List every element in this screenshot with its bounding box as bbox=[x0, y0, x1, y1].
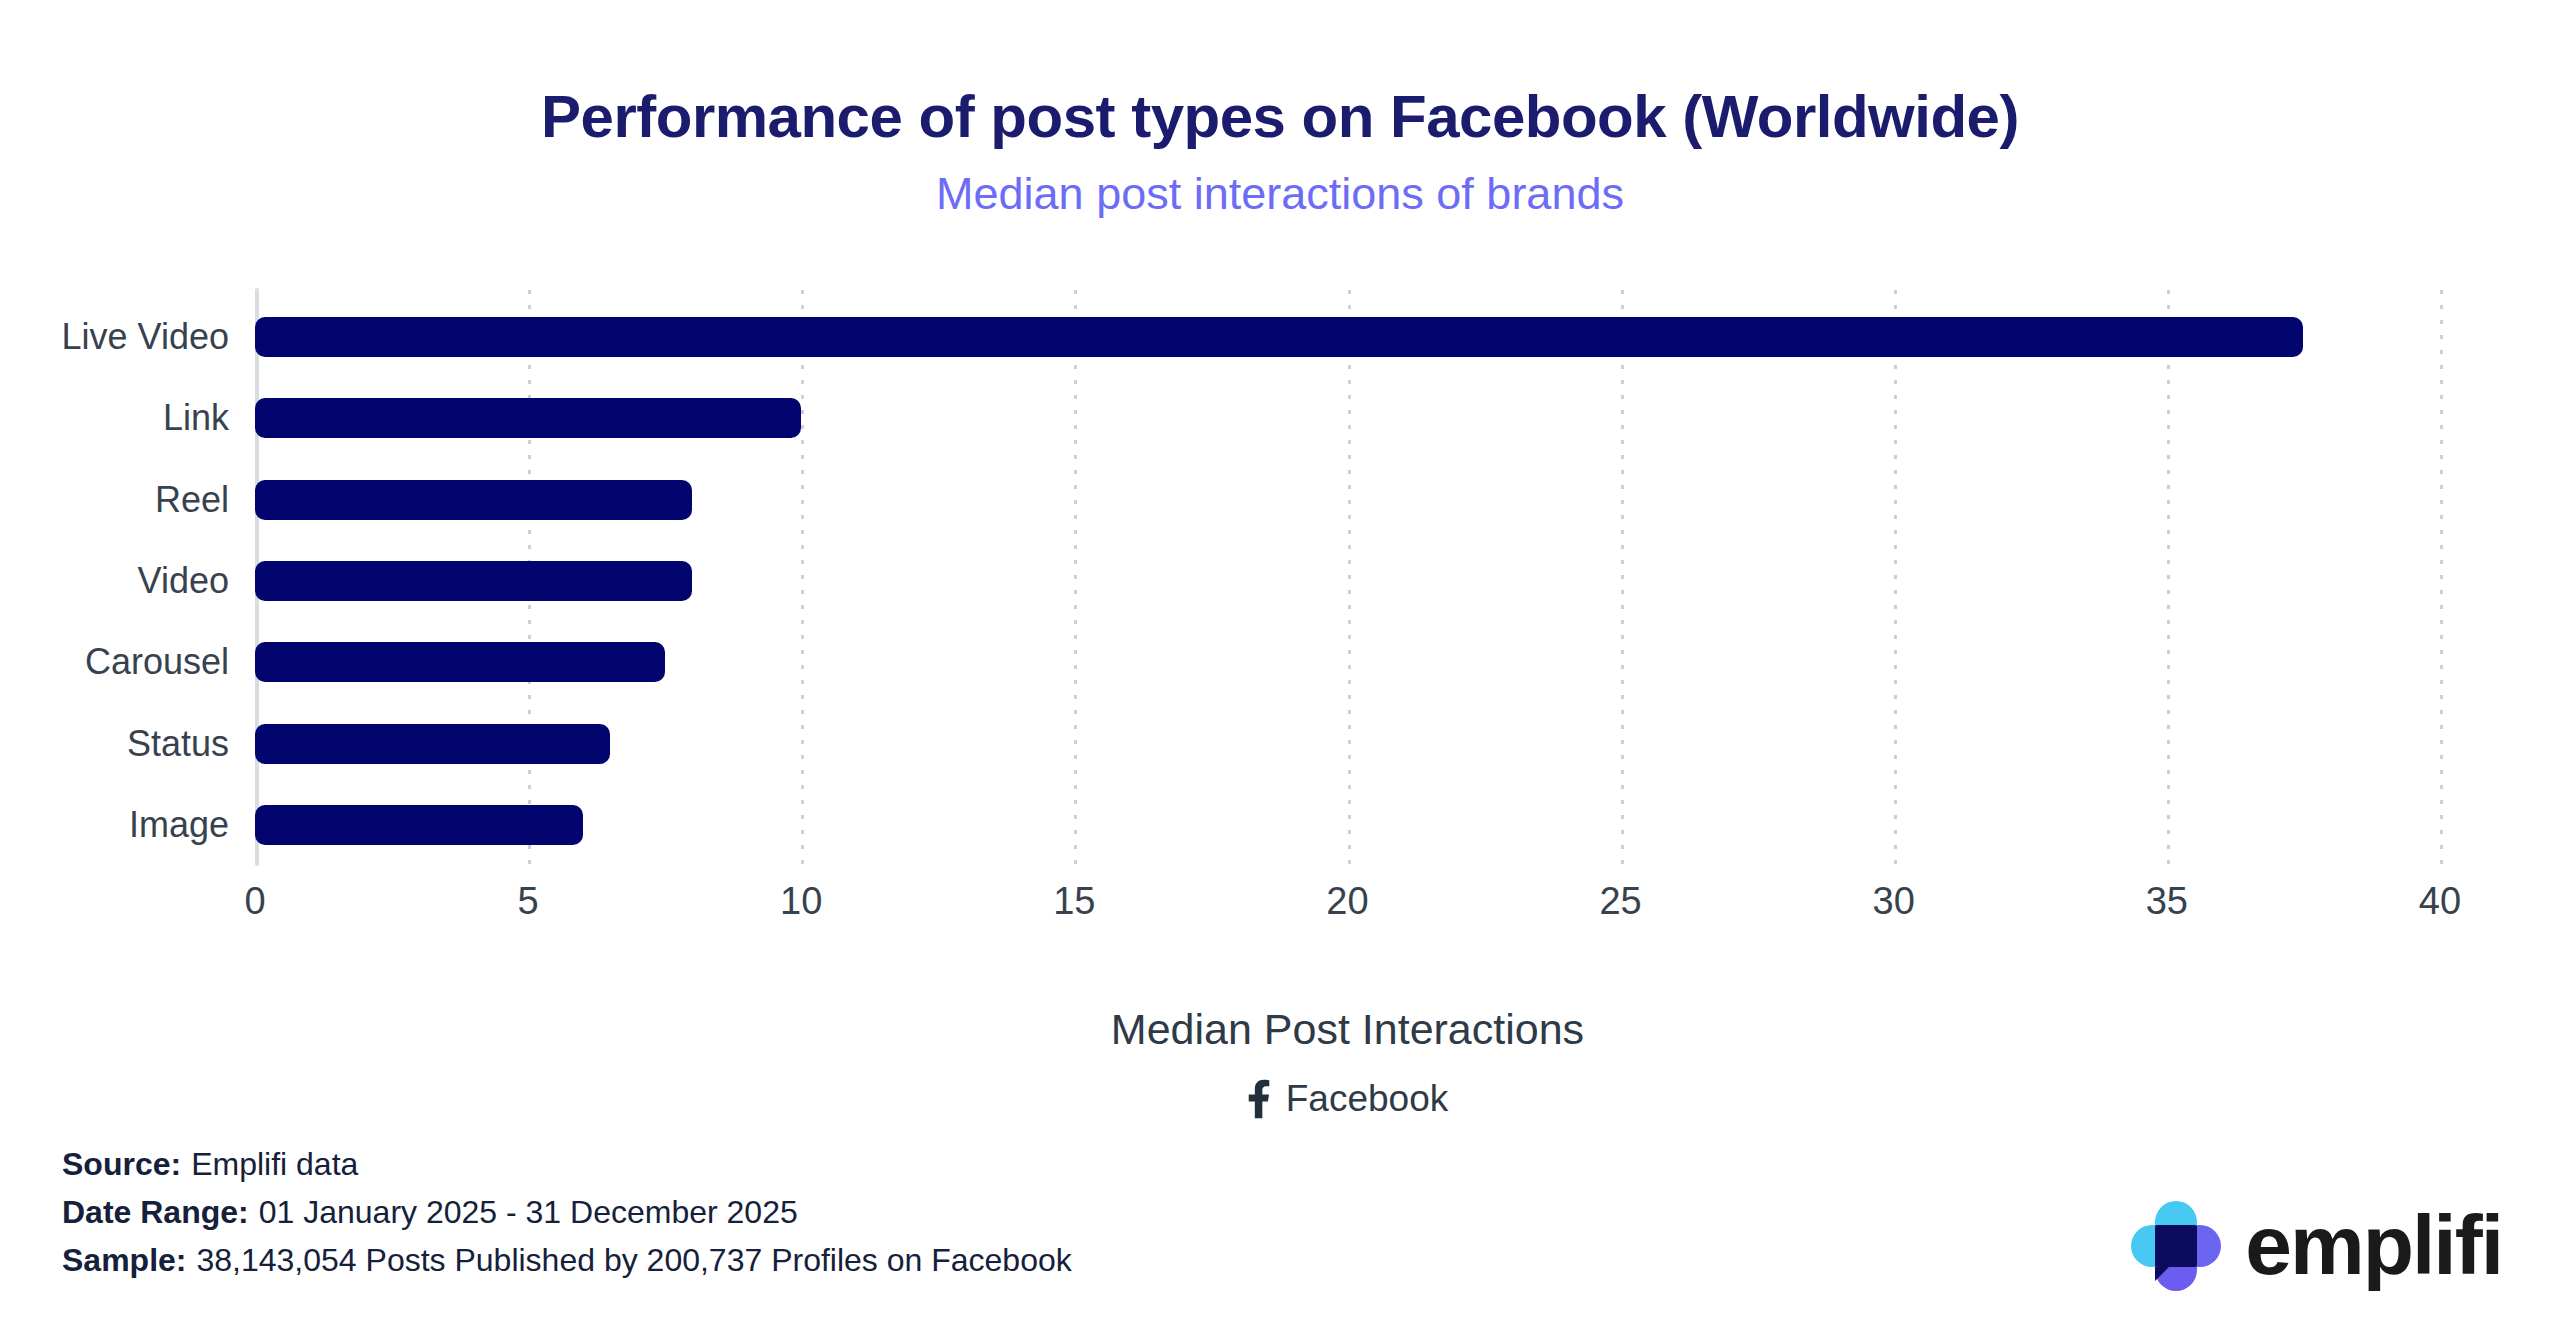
x-tick-label: 10 bbox=[780, 880, 822, 923]
bar-row bbox=[255, 703, 2440, 784]
x-axis-ticks: 0 5 10 15 20 25 30 35 40 bbox=[255, 880, 2440, 930]
logo-center-square bbox=[2155, 1225, 2197, 1267]
date-range-value: 01 January 2025 - 31 December 2025 bbox=[259, 1194, 798, 1230]
page: Performance of post types on Facebook (W… bbox=[0, 0, 2560, 1344]
emplifi-logo: emplifi bbox=[2131, 1197, 2502, 1294]
gridline bbox=[2440, 290, 2443, 866]
page-subtitle: Median post interactions of brands bbox=[0, 168, 2560, 220]
sample-value: 38,143,054 Posts Published by 200,737 Pr… bbox=[196, 1242, 1071, 1278]
x-tick-label: 35 bbox=[2146, 880, 2188, 923]
x-tick-label: 30 bbox=[1873, 880, 1915, 923]
source-value: Emplifi data bbox=[191, 1146, 358, 1182]
category-label: Link bbox=[60, 377, 255, 458]
bar-row bbox=[255, 785, 2440, 866]
bar-rows bbox=[255, 296, 2440, 866]
bar-row bbox=[255, 296, 2440, 377]
category-label: Video bbox=[60, 540, 255, 621]
sample-line: Sample: 38,143,054 Posts Published by 200… bbox=[62, 1236, 1072, 1284]
bar-image bbox=[255, 805, 583, 845]
source-line: Source: Emplifi data bbox=[62, 1140, 1072, 1188]
emplifi-logo-text: emplifi bbox=[2245, 1197, 2502, 1294]
platform-label: Facebook bbox=[1286, 1078, 1449, 1120]
date-range-line: Date Range: 01 January 2025 - 31 December… bbox=[62, 1188, 1072, 1236]
bar-live-video bbox=[255, 317, 2303, 357]
x-tick-label: 5 bbox=[518, 880, 539, 923]
category-label: Image bbox=[60, 785, 255, 866]
bar-link bbox=[255, 398, 801, 438]
category-label: Live Video bbox=[60, 296, 255, 377]
bar-row bbox=[255, 622, 2440, 703]
category-label: Carousel bbox=[60, 622, 255, 703]
plot-area bbox=[255, 296, 2440, 866]
bar-chart: Live Video Link Reel Video Carousel Stat… bbox=[60, 296, 2440, 866]
bar-row bbox=[255, 459, 2440, 540]
emplifi-logo-mark bbox=[2131, 1201, 2221, 1291]
bar-status bbox=[255, 724, 610, 764]
date-range-label: Date Range: bbox=[62, 1194, 249, 1230]
x-tick-label: 15 bbox=[1053, 880, 1095, 923]
category-label: Reel bbox=[60, 459, 255, 540]
footer-notes: Source: Emplifi data Date Range: 01 Januar… bbox=[62, 1140, 1072, 1284]
x-axis-title: Median Post Interactions bbox=[255, 1005, 2440, 1054]
bar-reel bbox=[255, 480, 692, 520]
bar-video bbox=[255, 561, 692, 601]
bar-row bbox=[255, 540, 2440, 621]
page-title: Performance of post types on Facebook (W… bbox=[0, 82, 2560, 151]
facebook-icon bbox=[1247, 1079, 1271, 1119]
x-tick-label: 40 bbox=[2419, 880, 2461, 923]
bar-row bbox=[255, 377, 2440, 458]
sample-label: Sample: bbox=[62, 1242, 186, 1278]
x-tick-label: 0 bbox=[244, 880, 265, 923]
bar-carousel bbox=[255, 642, 665, 682]
category-label: Status bbox=[60, 703, 255, 784]
platform-row: Facebook bbox=[255, 1078, 2440, 1120]
x-tick-label: 20 bbox=[1326, 880, 1368, 923]
x-tick-label: 25 bbox=[1599, 880, 1641, 923]
source-label: Source: bbox=[62, 1146, 181, 1182]
category-labels: Live Video Link Reel Video Carousel Stat… bbox=[60, 296, 255, 866]
